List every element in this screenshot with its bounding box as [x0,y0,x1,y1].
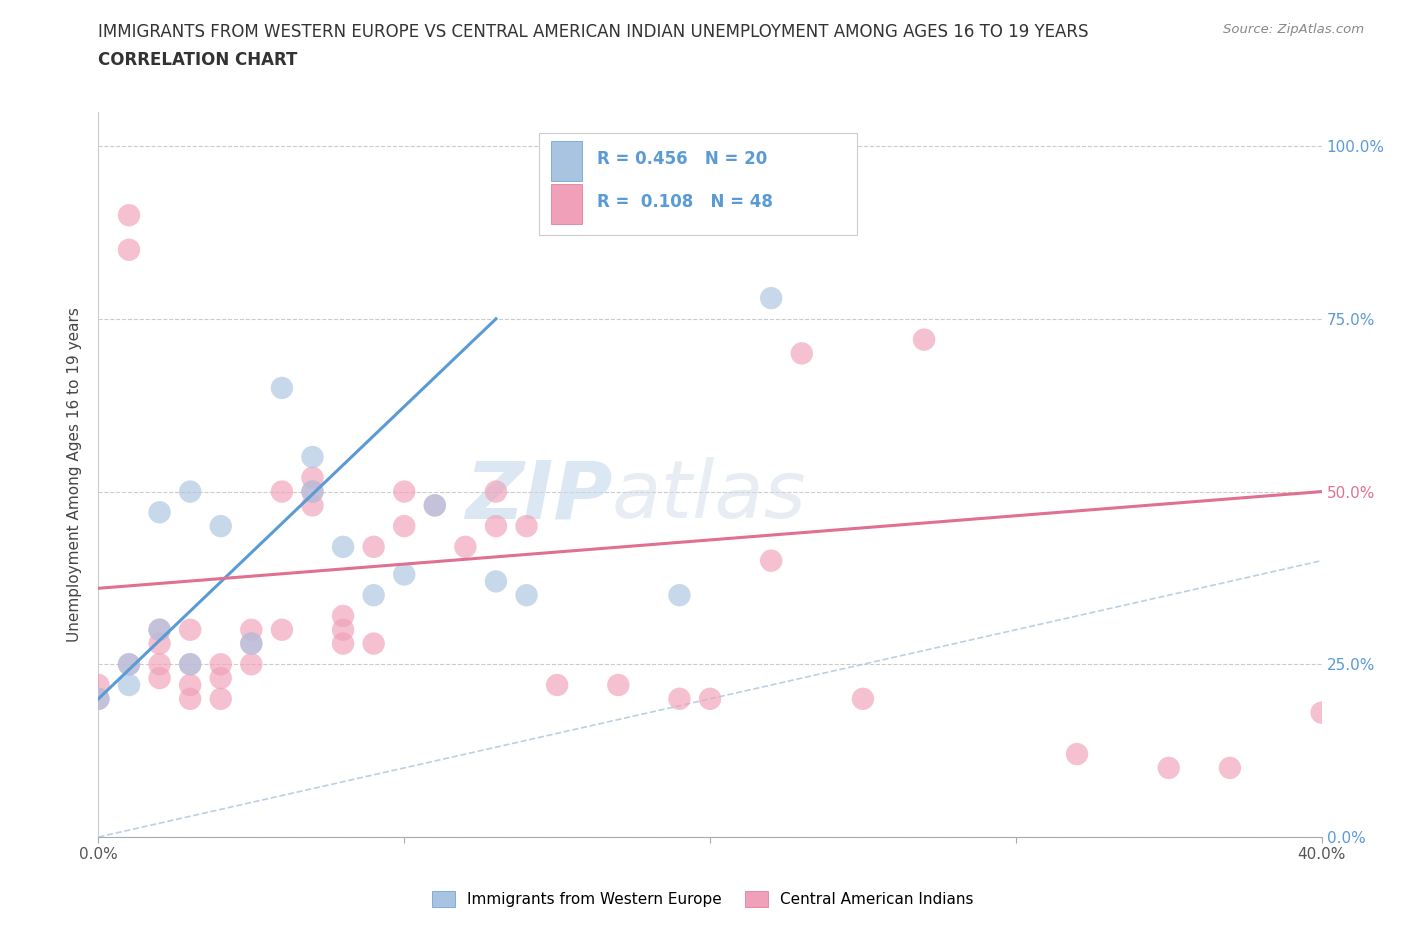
Point [87,691,110,706]
Point [149,622,172,637]
Point [179,678,201,693]
Point [759,291,782,306]
Point [118,243,141,258]
Bar [551,184,582,224]
Text: atlas: atlas [612,457,807,535]
Point [516,588,538,603]
Point [270,485,292,499]
Point [332,636,354,651]
Point [149,657,172,671]
Point [240,657,263,671]
Point [790,346,813,361]
Point [423,498,446,512]
Point [301,449,323,464]
Point [149,671,172,685]
Point [240,636,263,651]
Point [392,567,416,582]
Point [209,657,232,671]
Point [149,622,172,637]
Point [179,485,201,499]
Point [759,553,782,568]
Point [270,380,292,395]
Point [1219,761,1241,776]
Point [699,691,721,706]
Point [118,207,141,222]
Point [209,671,232,685]
Point [332,608,354,623]
Point [454,539,477,554]
Point [240,636,263,651]
Point [118,657,141,671]
Point [149,636,172,651]
Point [179,657,201,671]
Point [118,678,141,693]
Point [179,657,201,671]
Point [332,539,354,554]
Text: CORRELATION CHART: CORRELATION CHART [98,51,298,69]
Point [516,519,538,534]
Point [852,691,875,706]
Point [301,485,323,499]
Point [270,622,292,637]
Point [668,588,690,603]
Point [87,691,110,706]
Point [87,678,110,693]
Point [332,622,354,637]
Point [301,471,323,485]
Point [179,691,201,706]
Point [1066,747,1088,762]
Point [485,574,508,589]
Point [392,485,416,499]
Point [485,519,508,534]
Text: IMMIGRANTS FROM WESTERN EUROPE VS CENTRAL AMERICAN INDIAN UNEMPLOYMENT AMONG AGE: IMMIGRANTS FROM WESTERN EUROPE VS CENTRA… [98,23,1088,41]
Point [149,505,172,520]
Text: ZIP: ZIP [465,457,612,535]
Legend: Immigrants from Western Europe, Central American Indians: Immigrants from Western Europe, Central … [426,884,980,913]
Point [546,678,568,693]
Point [209,691,232,706]
Text: R =  0.108   N = 48: R = 0.108 N = 48 [598,193,773,211]
Point [209,519,232,534]
Point [423,498,446,512]
Point [912,332,935,347]
Point [363,539,385,554]
Point [607,678,630,693]
Point [392,519,416,534]
Point [1157,761,1180,776]
Point [301,498,323,512]
Point [240,622,263,637]
FancyBboxPatch shape [538,133,856,235]
Text: Source: ZipAtlas.com: Source: ZipAtlas.com [1223,23,1364,36]
Point [179,622,201,637]
Y-axis label: Unemployment Among Ages 16 to 19 years: Unemployment Among Ages 16 to 19 years [67,307,83,642]
Bar [551,140,582,180]
Point [118,657,141,671]
Point [363,588,385,603]
Point [668,691,690,706]
Point [301,485,323,499]
Point [1310,705,1333,720]
Point [485,485,508,499]
Point [363,636,385,651]
Text: R = 0.456   N = 20: R = 0.456 N = 20 [598,150,768,167]
